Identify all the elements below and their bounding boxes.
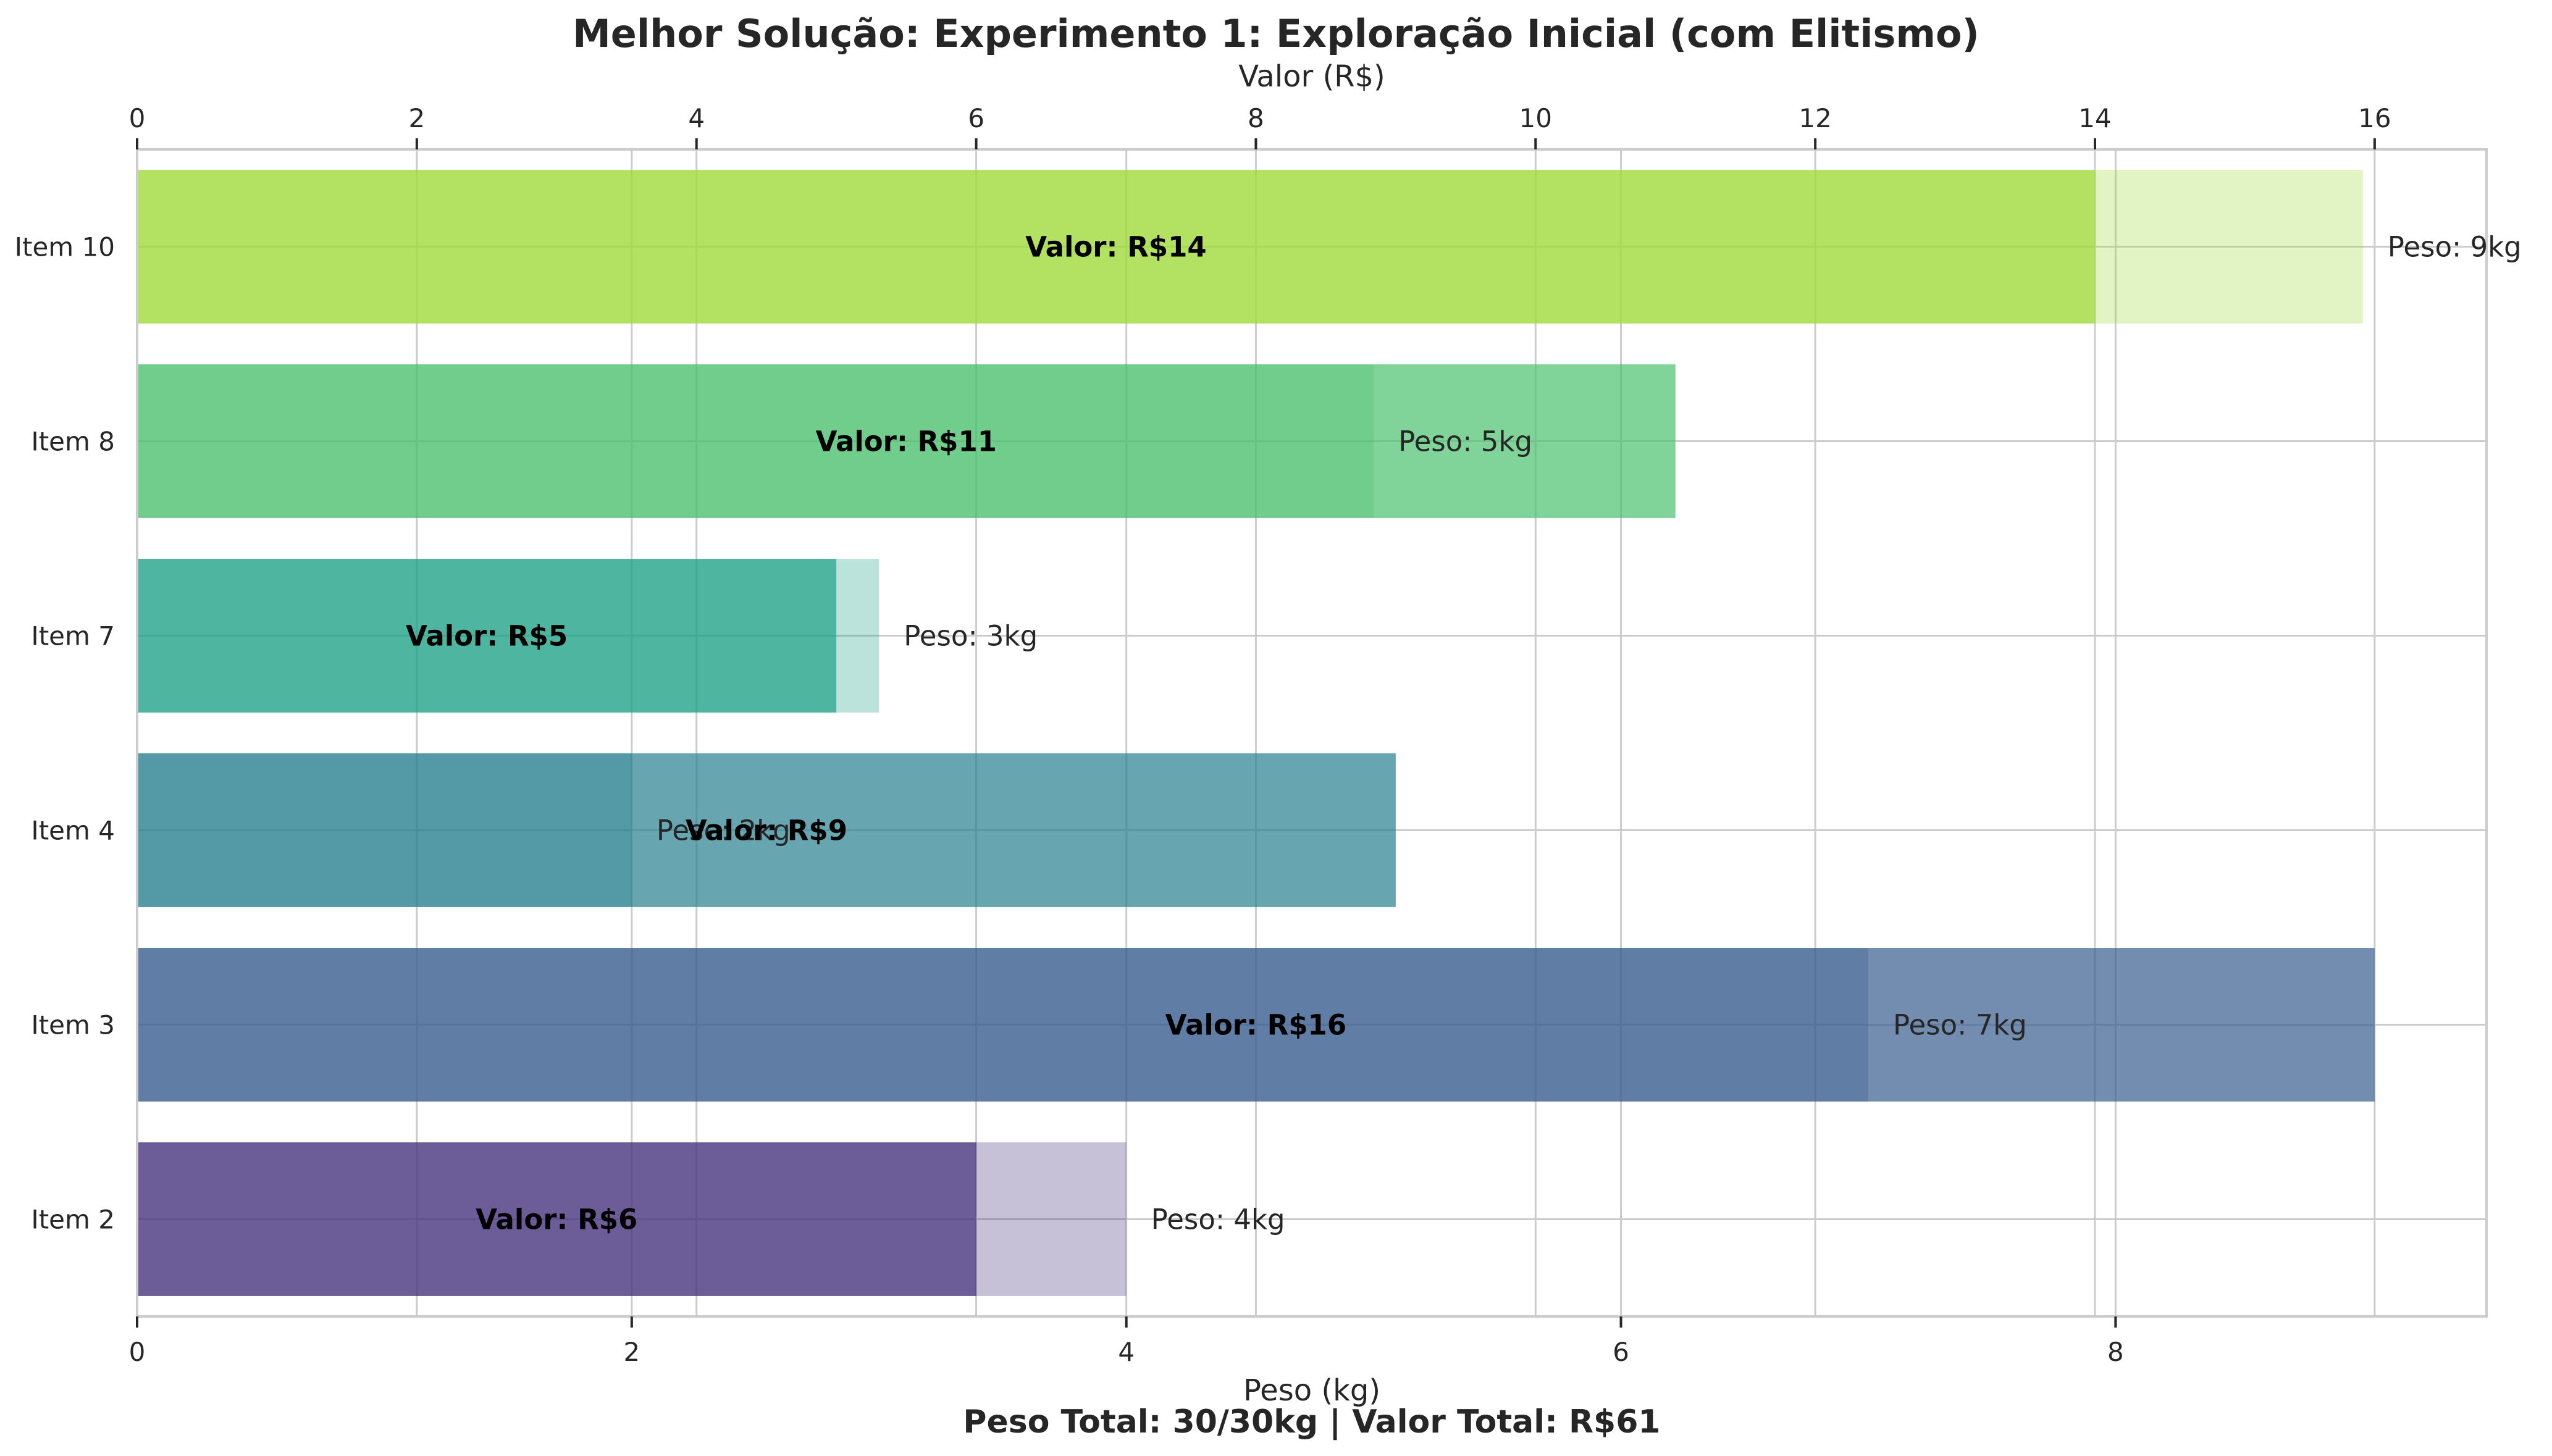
peso-label: Peso: 4kg	[1151, 1203, 1285, 1236]
peso-label: Peso: 5kg	[1398, 425, 1532, 458]
valor-label: Valor: R$6	[476, 1203, 637, 1236]
valor-bar	[137, 364, 1676, 518]
peso-label: Peso: 7kg	[1893, 1009, 2027, 1042]
x-tick-label-bottom: 8	[2107, 1337, 2124, 1367]
x-tick-label-top: 0	[129, 103, 146, 133]
valor-label: Valor: R$14	[1025, 231, 1207, 264]
axes: 0 2 4 6 8 0 2 4 6 8 10 12 14 16 Item 10 Item 8 Item 7 Ite…	[15, 103, 2391, 1367]
x-tick-label-top: 6	[968, 103, 984, 133]
x-tick-label-top: 8	[1248, 103, 1264, 133]
category-label: Item 3	[31, 1010, 115, 1040]
bar-labels: Peso: 9kg Valor: R$14 Peso: 5kg Valor: R$11…	[406, 231, 2522, 1236]
category-label: Item 8	[31, 427, 115, 457]
peso-label: Peso: 9kg	[2388, 231, 2522, 264]
valor-bar	[137, 753, 1396, 907]
category-label: Item 2	[31, 1205, 115, 1235]
valor-label: Valor: R$16	[1165, 1009, 1347, 1042]
x-tick-label-top: 16	[2358, 103, 2391, 133]
x-tick-label-bottom: 4	[1118, 1337, 1135, 1367]
x-tick-label-top: 14	[2078, 103, 2111, 133]
x-tick-label-top: 10	[1519, 103, 1552, 133]
x-tick-label-bottom: 2	[623, 1337, 640, 1367]
valor-label: Valor: R$9	[686, 814, 847, 847]
x-tick-label-bottom: 6	[1613, 1337, 1629, 1367]
valor-bar	[137, 1142, 976, 1296]
plot-frame	[136, 148, 2488, 1318]
x-axis-label-top: Valor (R$)	[1238, 59, 1385, 94]
valor-label: Valor: R$5	[406, 620, 568, 653]
category-label: Item 10	[15, 232, 115, 262]
x-tick-label-top: 2	[408, 103, 425, 133]
category-label: Item 7	[31, 621, 115, 651]
peso-label: Peso: 3kg	[904, 620, 1038, 653]
valor-label: Valor: R$11	[816, 425, 997, 458]
category-label: Item 4	[31, 816, 115, 846]
valor-bar	[137, 170, 2095, 324]
grid	[136, 149, 2487, 1316]
x-tick-label-top: 4	[688, 103, 705, 133]
valor-bar	[137, 559, 837, 713]
x-tick-label-bottom: 0	[129, 1337, 146, 1367]
chart-title: Melhor Solução: Experimento 1: Exploraçã…	[573, 11, 1979, 56]
valor-bar	[137, 948, 2375, 1102]
x-axis-label-bottom: Peso (kg)	[1243, 1373, 1380, 1408]
valor-bars	[137, 170, 2375, 1296]
peso-label: Peso: 2kg	[657, 814, 791, 847]
totals-footer: Peso Total: 30/30kg | Valor Total: R$61	[963, 1404, 1660, 1441]
x-tick-label-top: 12	[1799, 103, 1831, 133]
peso-bars	[137, 170, 2363, 1296]
